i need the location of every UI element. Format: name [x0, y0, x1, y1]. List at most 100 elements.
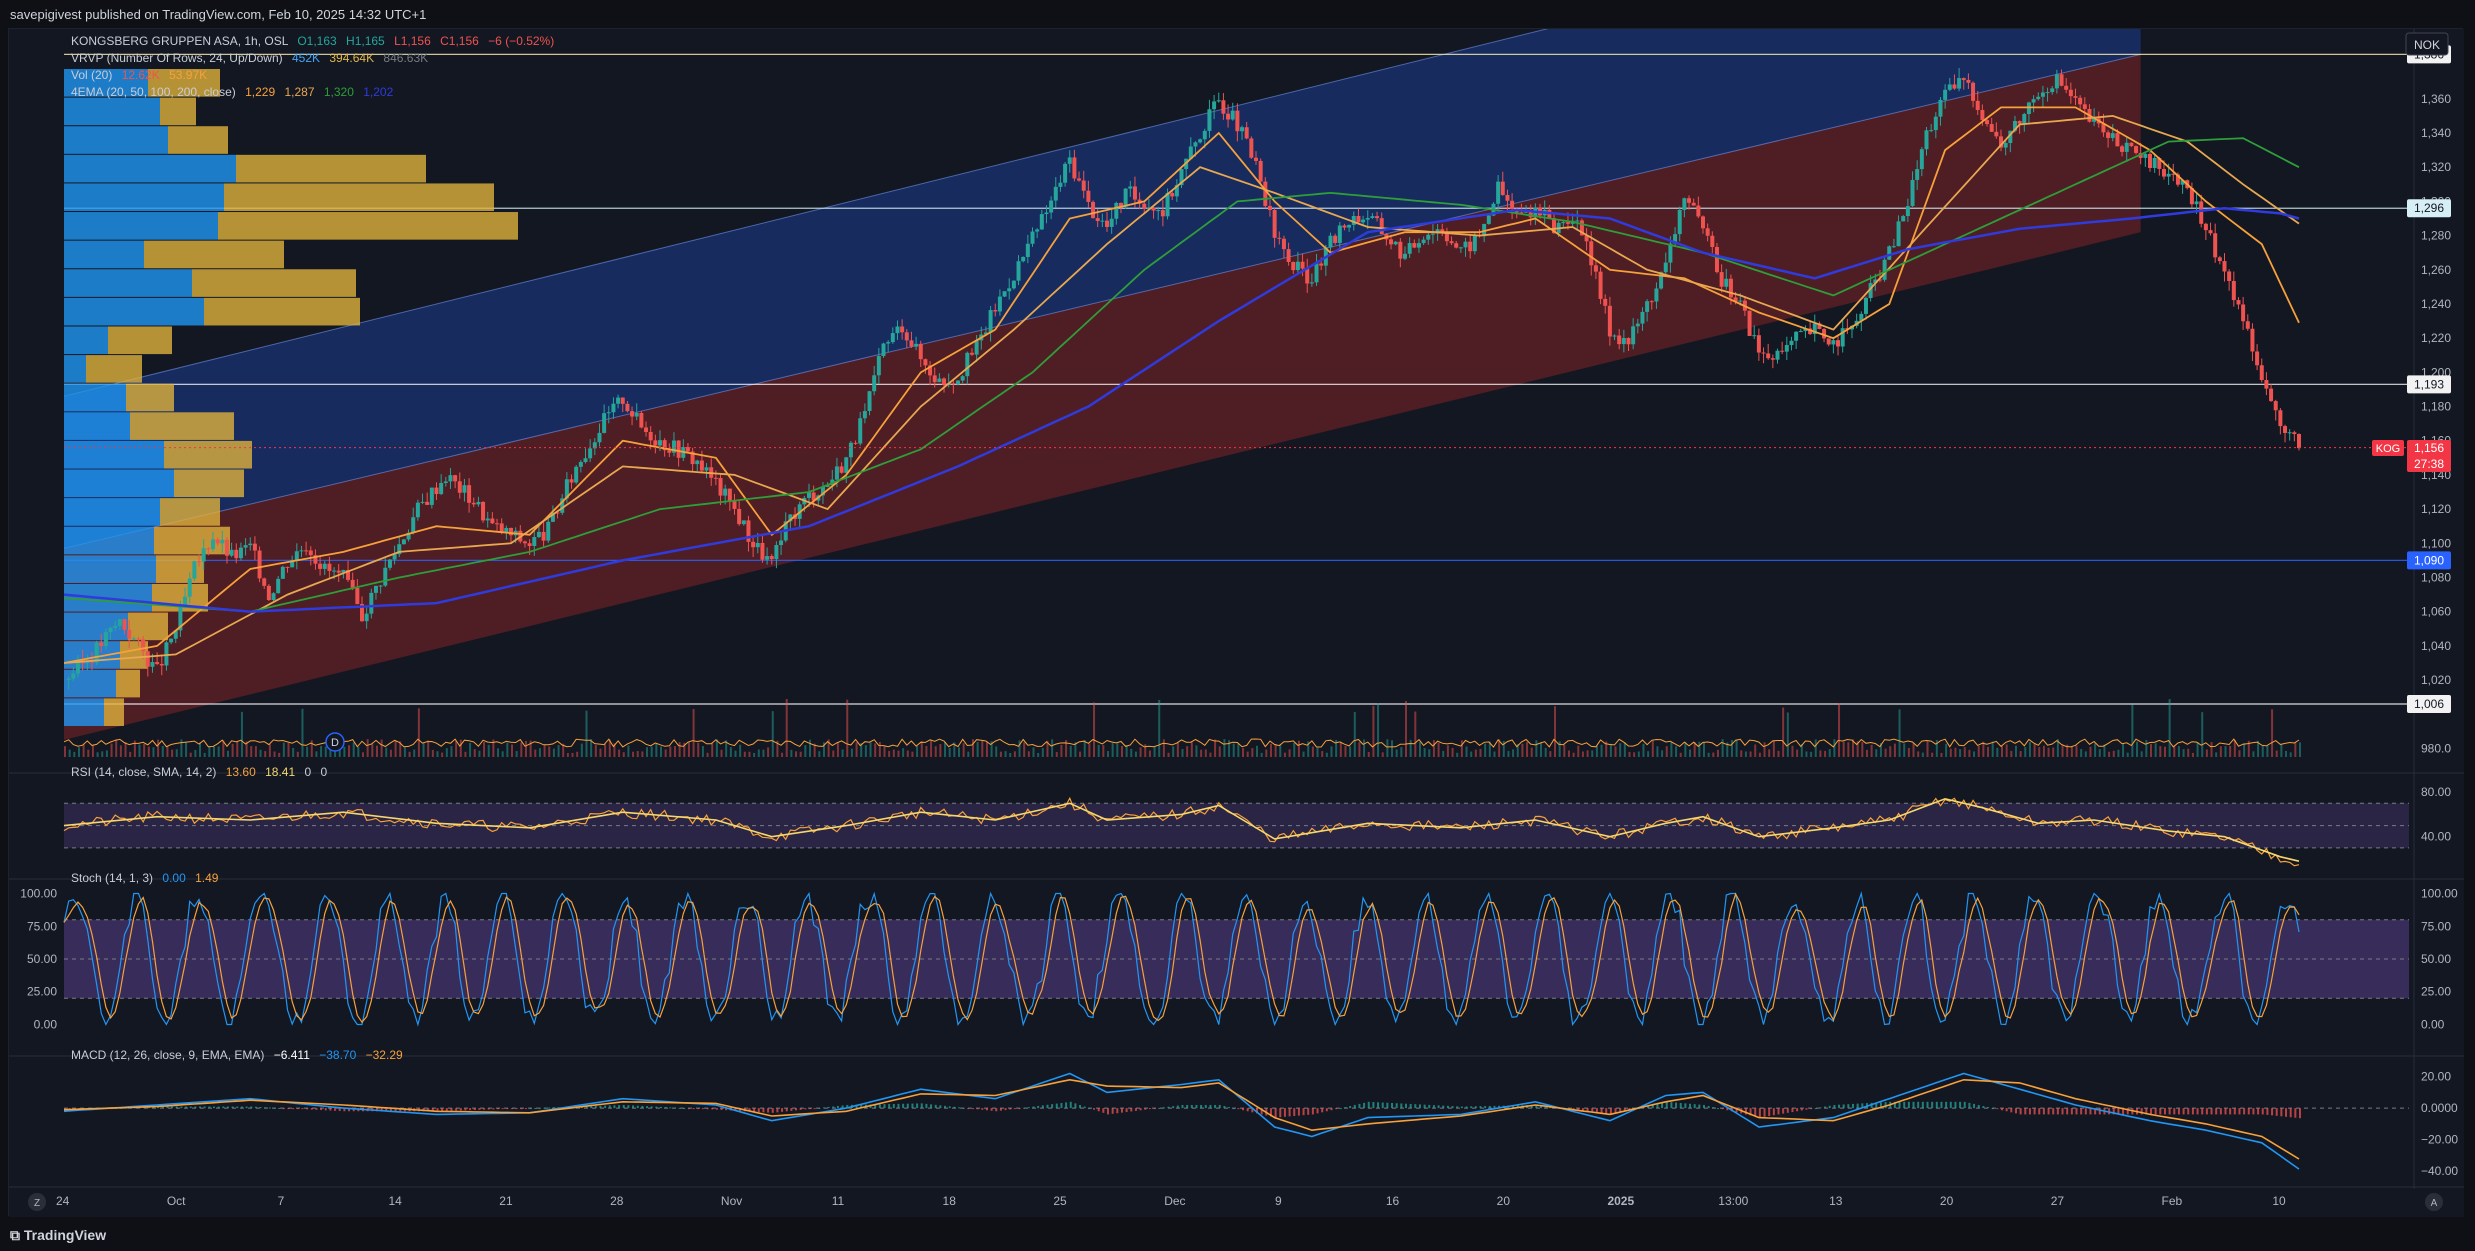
legend-stoch[interactable]: Stoch (14, 1, 3) 0.00 1.49 — [71, 871, 219, 885]
macd-hist-bar — [185, 1106, 188, 1109]
macd-hist-bar — [1544, 1106, 1547, 1109]
candle-body — [914, 343, 919, 347]
price-tick-label: 1,340 — [2421, 126, 2451, 140]
macd-hist-bar — [1153, 1108, 1156, 1110]
macd-hist-bar — [1931, 1101, 1934, 1109]
macd-hist-bar — [478, 1108, 481, 1110]
macd-hist-bar — [1940, 1101, 1943, 1109]
volume-bar — [1432, 740, 1435, 757]
legend-macd[interactable]: MACD (12, 26, close, 9, EMA, EMA) −6.411… — [71, 1048, 403, 1062]
ema-line — [64, 106, 2300, 664]
price-axis[interactable]: 1,3601,3401,3201,3001,2801,2601,2401,220… — [2407, 29, 2451, 1189]
volume-bar — [1470, 751, 1473, 757]
candle-body — [923, 359, 928, 366]
volume-bar — [487, 744, 490, 757]
candle-body — [1915, 169, 1920, 180]
macd-hist-bar — [1414, 1104, 1417, 1109]
candle-body — [1938, 99, 1943, 117]
macd-hist-bar — [1302, 1108, 1305, 1116]
volume-bar — [1754, 744, 1757, 757]
volume-bar — [1125, 745, 1128, 757]
volume-bar — [2219, 746, 2222, 757]
stoch-pane[interactable]: 100.00 100.00 75.00 75.00 50.00 50.00 25.00 25.… — [9, 878, 2464, 1031]
macd-pane[interactable]: 20.00 0.0000 −20.00 −40.00 — [9, 1055, 2464, 1178]
macd-hist-bar — [2163, 1108, 2166, 1115]
macd-hist-bar — [1926, 1101, 1929, 1109]
candle-body — [1826, 338, 1831, 345]
volume-bar — [1758, 752, 1761, 757]
legend-rsi[interactable]: RSI (14, close, SMA, 14, 2) 13.60 18.41 … — [71, 765, 328, 779]
legend-ema[interactable]: 4EMA (20, 50, 100, 200, close) 1,229 1,2… — [71, 85, 394, 99]
candle-body — [942, 378, 947, 385]
price-tick-label: 1,060 — [2421, 605, 2451, 619]
candle-body — [332, 570, 337, 572]
macd-hist-bar — [1488, 1105, 1491, 1109]
zoom-button[interactable]: Z — [28, 1193, 46, 1211]
macd-hist-bar — [1824, 1106, 1827, 1109]
macd-hist-bar — [1004, 1108, 1007, 1111]
macd-hist-bar — [655, 1106, 658, 1109]
currency-button[interactable]: NOK — [2405, 32, 2449, 56]
candle-body — [1272, 209, 1277, 238]
legend-main[interactable]: KONGSBERG GRUPPEN ASA, 1h, OSL O1,163 H1… — [71, 34, 554, 48]
macd-hist-bar — [1772, 1108, 1775, 1116]
macd-hist-bar — [1325, 1108, 1328, 1112]
legend-vrvp[interactable]: VRVP (Number Of Rows, 24, Up/Down) 452K … — [71, 51, 428, 65]
main-pane[interactable] — [64, 29, 2414, 757]
volume-bar — [436, 751, 439, 757]
volume-bar — [1530, 747, 1533, 757]
macd-hist-bar — [1144, 1108, 1147, 1110]
auto-scale-button[interactable]: A — [2425, 1193, 2443, 1211]
candle-body — [1398, 241, 1403, 259]
volume-bar — [1614, 746, 1617, 757]
macd-hist-bar — [767, 1108, 770, 1113]
volume-bar — [916, 745, 919, 757]
macd-hist-bar — [1758, 1108, 1761, 1118]
volume-bar — [1595, 745, 1598, 757]
volume-bar — [548, 746, 551, 757]
volume-bar — [897, 750, 900, 757]
volume-bar — [2094, 743, 2097, 757]
macd-hist-bar — [701, 1108, 704, 1110]
price-tick-label: 1,100 — [2421, 536, 2451, 550]
volume-bar — [990, 741, 993, 757]
volume-bar — [1973, 751, 1976, 757]
volume-bar — [199, 742, 202, 757]
macd-hist-bar — [1418, 1104, 1421, 1109]
volume-bar — [343, 746, 346, 757]
candle-body — [974, 340, 979, 355]
macd-hist-bar — [1372, 1102, 1375, 1109]
candle-body — [145, 651, 150, 667]
chart-frame[interactable]: 80.00 40.00 100.00 100.00 75.00 75.00 50.00 50… — [8, 28, 2464, 1217]
candle-body — [2073, 96, 2078, 98]
volume-bar — [2052, 747, 2055, 757]
candle-body — [71, 673, 76, 679]
volume-bar — [646, 747, 649, 757]
rsi-pane[interactable]: 80.00 40.00 — [9, 772, 2464, 867]
tradingview-logo[interactable]: ⧉ TradingView — [10, 1227, 107, 1243]
macd-hist-bar — [469, 1108, 472, 1111]
volume-bar — [566, 752, 569, 757]
volume-bar — [324, 746, 327, 757]
macd-hist-bar — [194, 1106, 197, 1109]
time-axis[interactable]: 24 Oct 7 14 21 28 Nov 11 18 25 Dec 9 16 20 2025 13:00 13… — [9, 1186, 2464, 1208]
candle-body — [178, 605, 183, 631]
candle-body — [1645, 301, 1650, 312]
legend-volume[interactable]: Vol (20) 12.62K 53.97K — [71, 68, 207, 82]
candle-body — [769, 556, 774, 560]
main-plot[interactable] — [64, 29, 2414, 757]
volume-bar — [1265, 749, 1268, 757]
macd-hist-bar — [1703, 1104, 1705, 1109]
vp-down-bar — [126, 383, 174, 412]
dividend-marker[interactable]: D — [325, 732, 345, 752]
candle-body — [2143, 153, 2148, 158]
volume-bar — [2159, 746, 2162, 757]
time-tick-label: 16 — [1386, 1194, 1400, 1208]
volume-bar — [729, 747, 732, 757]
volume-bar — [129, 751, 132, 757]
volume-bar — [515, 751, 518, 757]
volume-bar — [189, 752, 192, 757]
volume-bar — [1549, 751, 1552, 757]
volume-bar — [2247, 740, 2250, 757]
